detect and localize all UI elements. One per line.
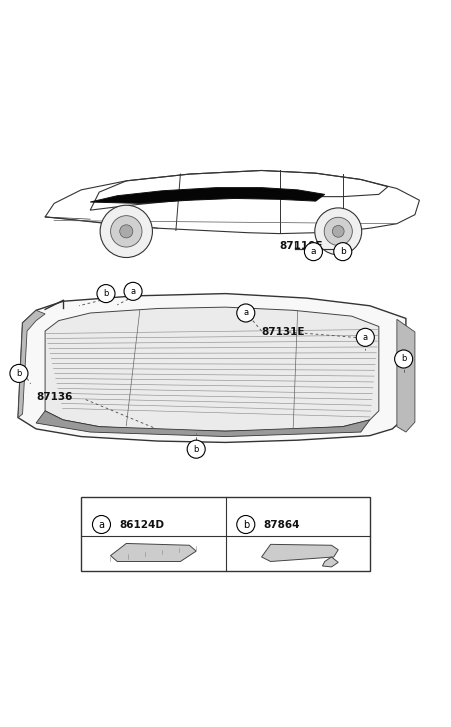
- Text: b: b: [193, 445, 199, 454]
- Polygon shape: [110, 544, 196, 561]
- Circle shape: [304, 243, 322, 261]
- Circle shape: [237, 515, 255, 534]
- Polygon shape: [397, 319, 415, 432]
- Polygon shape: [18, 294, 406, 443]
- Text: 86124D: 86124D: [120, 520, 165, 529]
- Text: a: a: [243, 308, 249, 318]
- Text: 87864: 87864: [264, 520, 300, 529]
- Polygon shape: [322, 557, 338, 567]
- Circle shape: [97, 284, 115, 302]
- Polygon shape: [90, 188, 325, 204]
- Text: a: a: [130, 287, 136, 296]
- Circle shape: [120, 225, 133, 238]
- Circle shape: [315, 208, 362, 254]
- Circle shape: [334, 243, 352, 261]
- Text: b: b: [103, 289, 109, 298]
- Text: 87136: 87136: [36, 393, 73, 402]
- Circle shape: [100, 205, 152, 257]
- Circle shape: [187, 440, 205, 458]
- Polygon shape: [45, 307, 379, 431]
- Text: 87131E: 87131E: [262, 327, 305, 337]
- Text: a: a: [98, 520, 105, 529]
- Text: a: a: [311, 247, 316, 256]
- Text: a: a: [363, 333, 368, 342]
- Text: b: b: [401, 355, 406, 364]
- Text: b: b: [16, 369, 22, 378]
- Circle shape: [92, 515, 110, 534]
- Polygon shape: [36, 411, 370, 436]
- Circle shape: [110, 216, 142, 247]
- Circle shape: [332, 225, 344, 237]
- Bar: [81, 497, 370, 571]
- Circle shape: [124, 282, 142, 300]
- Text: 87110E: 87110E: [280, 241, 323, 252]
- Text: b: b: [243, 520, 249, 529]
- Circle shape: [356, 329, 374, 346]
- Polygon shape: [262, 545, 338, 561]
- Circle shape: [237, 304, 255, 322]
- Circle shape: [10, 364, 28, 382]
- Circle shape: [324, 217, 352, 246]
- Text: b: b: [340, 247, 345, 256]
- Circle shape: [395, 350, 413, 368]
- Polygon shape: [18, 310, 45, 417]
